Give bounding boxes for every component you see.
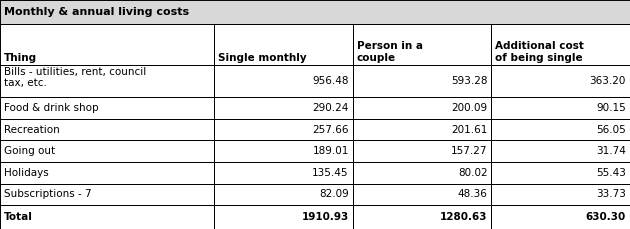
Bar: [353, 119, 491, 140]
Bar: [214, 205, 353, 229]
Text: 257.66: 257.66: [312, 125, 349, 135]
Text: 157.27: 157.27: [451, 146, 488, 156]
Text: 135.45: 135.45: [312, 168, 349, 178]
Text: 90.15: 90.15: [596, 103, 626, 113]
Text: 31.74: 31.74: [596, 146, 626, 156]
Bar: [214, 24, 353, 65]
Text: 290.24: 290.24: [312, 103, 349, 113]
Bar: [214, 140, 353, 162]
Text: 593.28: 593.28: [451, 76, 488, 86]
Bar: [0, 119, 214, 140]
Bar: [214, 205, 353, 229]
Bar: [0, 162, 214, 184]
Bar: [0, 65, 214, 97]
Bar: [214, 162, 353, 184]
Bar: [0, 184, 214, 205]
Bar: [491, 119, 630, 140]
Text: 630.30: 630.30: [586, 212, 626, 222]
Bar: [491, 140, 630, 162]
Bar: [214, 184, 353, 205]
Text: 80.02: 80.02: [458, 168, 488, 178]
Text: 82.09: 82.09: [319, 189, 349, 199]
Bar: [0, 184, 214, 205]
Text: 956.48: 956.48: [312, 76, 349, 86]
Bar: [214, 184, 353, 205]
Text: 1280.63: 1280.63: [440, 212, 488, 222]
Bar: [0, 0, 630, 24]
Bar: [0, 205, 214, 229]
Text: 33.73: 33.73: [596, 189, 626, 199]
Bar: [491, 205, 630, 229]
Bar: [214, 65, 353, 97]
Bar: [0, 0, 630, 24]
Bar: [353, 184, 491, 205]
Bar: [0, 140, 214, 162]
Bar: [0, 97, 214, 119]
Bar: [353, 24, 491, 65]
Bar: [353, 205, 491, 229]
Bar: [214, 97, 353, 119]
Text: Single monthly: Single monthly: [218, 53, 307, 63]
Text: 363.20: 363.20: [590, 76, 626, 86]
Bar: [353, 65, 491, 97]
Text: 48.36: 48.36: [457, 189, 488, 199]
Bar: [491, 24, 630, 65]
Bar: [353, 97, 491, 119]
Text: Thing: Thing: [4, 53, 37, 63]
Text: Total: Total: [4, 212, 33, 222]
Text: 55.43: 55.43: [596, 168, 626, 178]
Bar: [0, 97, 214, 119]
Bar: [214, 119, 353, 140]
Text: Food & drink shop: Food & drink shop: [4, 103, 99, 113]
Text: 200.09: 200.09: [451, 103, 488, 113]
Bar: [491, 184, 630, 205]
Text: Going out: Going out: [4, 146, 55, 156]
Bar: [0, 140, 214, 162]
Text: Subscriptions - 7: Subscriptions - 7: [4, 189, 91, 199]
Bar: [491, 205, 630, 229]
Bar: [491, 24, 630, 65]
Bar: [0, 119, 214, 140]
Bar: [491, 65, 630, 97]
Bar: [491, 119, 630, 140]
Bar: [353, 97, 491, 119]
Bar: [353, 65, 491, 97]
Bar: [491, 184, 630, 205]
Text: 201.61: 201.61: [451, 125, 488, 135]
Text: 1910.93: 1910.93: [302, 212, 349, 222]
Text: Additional cost
of being single: Additional cost of being single: [495, 41, 584, 63]
Bar: [0, 162, 214, 184]
Bar: [353, 162, 491, 184]
Bar: [353, 140, 491, 162]
Bar: [353, 205, 491, 229]
Bar: [0, 205, 214, 229]
Bar: [353, 119, 491, 140]
Bar: [0, 24, 214, 65]
Bar: [214, 65, 353, 97]
Bar: [353, 140, 491, 162]
Bar: [491, 65, 630, 97]
Text: Monthly & annual living costs: Monthly & annual living costs: [4, 7, 189, 17]
Text: 56.05: 56.05: [596, 125, 626, 135]
Bar: [214, 24, 353, 65]
Bar: [214, 97, 353, 119]
Bar: [491, 162, 630, 184]
Text: Person in a
couple: Person in a couple: [357, 41, 423, 63]
Bar: [491, 140, 630, 162]
Bar: [0, 24, 214, 65]
Bar: [214, 140, 353, 162]
Bar: [0, 65, 214, 97]
Text: Recreation: Recreation: [4, 125, 60, 135]
Text: Bills - utilities, rent, council
tax, etc.: Bills - utilities, rent, council tax, et…: [4, 67, 146, 88]
Bar: [491, 97, 630, 119]
Bar: [353, 162, 491, 184]
Bar: [353, 24, 491, 65]
Bar: [214, 119, 353, 140]
Text: 189.01: 189.01: [312, 146, 349, 156]
Text: Holidays: Holidays: [4, 168, 49, 178]
Bar: [491, 97, 630, 119]
Bar: [353, 184, 491, 205]
Bar: [491, 162, 630, 184]
Bar: [214, 162, 353, 184]
